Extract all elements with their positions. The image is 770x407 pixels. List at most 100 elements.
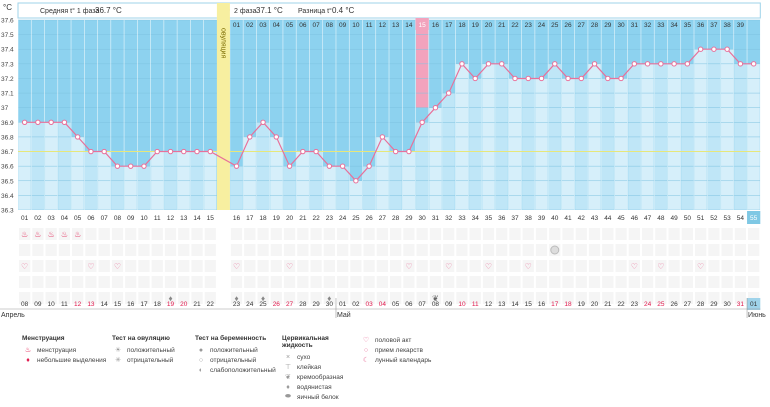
temp-column [707, 49, 721, 210]
symbol-cell [125, 292, 137, 304]
symbol-cell [734, 260, 747, 272]
symbol-cell [615, 276, 627, 288]
date-label: 30 [326, 301, 334, 308]
symbol-cell [734, 228, 747, 240]
y-tick-label: 36.5 [1, 178, 14, 185]
temp-column [429, 107, 442, 210]
temp-point [392, 148, 399, 155]
symbol-cell [111, 276, 124, 288]
symbol-cell [111, 244, 124, 256]
symbol-cell [283, 228, 296, 240]
symbol-cell [336, 292, 349, 304]
symbol-cell [125, 276, 137, 288]
bottom-day-label: 34 [472, 215, 480, 222]
top-day-label: 38 [724, 22, 732, 29]
symbol-cell [522, 260, 534, 272]
symbol-cell [32, 244, 44, 256]
symbol-cell [443, 244, 455, 256]
symbol-cell [535, 292, 548, 304]
symbol-cell [363, 260, 375, 272]
date-label: 27 [684, 301, 692, 308]
date-label: 02 [352, 301, 360, 308]
bottom-day-label: 18 [259, 215, 267, 222]
date-label: 26 [670, 301, 678, 308]
symbol-cell [708, 260, 720, 272]
symbol-cell [204, 228, 216, 240]
date-label: 09 [445, 301, 453, 308]
symbol-cell [204, 292, 216, 304]
top-day-label: 27 [578, 22, 586, 29]
date-label: 17 [140, 301, 148, 308]
temp-point [181, 148, 187, 155]
bottom-day-label: 42 [578, 215, 586, 222]
y-tick-label: 36.4 [1, 193, 14, 200]
symbol-cell [628, 260, 640, 272]
temp-point [724, 46, 730, 52]
date-label: 19 [167, 301, 175, 308]
symbol-cell [151, 292, 163, 304]
top-day-label: 16 [432, 22, 440, 29]
symbol-cell [164, 276, 177, 288]
top-day-label: 01 [233, 22, 241, 29]
symbol-cell [45, 276, 57, 288]
bottom-day-label: 04 [61, 215, 69, 222]
top-day-label: 33 [657, 22, 665, 29]
bottom-day-label: 47 [644, 215, 652, 222]
legend-item-label: положительный [210, 346, 258, 354]
temp-point [101, 148, 107, 155]
symbol-cell [58, 276, 71, 288]
bottom-day-label: 20 [286, 215, 294, 222]
symbol-cell [270, 260, 282, 272]
bottom-day-label: 54 [737, 215, 745, 222]
bottom-day-label: 55 [750, 215, 758, 222]
temp-point [512, 75, 518, 82]
symbol-cell [416, 228, 428, 240]
temp-point [260, 119, 266, 126]
symbol-cell [270, 244, 282, 256]
heart-icon: ♡ [631, 262, 638, 271]
symbol-cell [403, 260, 415, 272]
top-day-label: 30 [617, 22, 625, 29]
date-label: 19 [578, 301, 586, 308]
heart-icon: ♡ [445, 262, 452, 271]
symbol-cell [708, 276, 720, 288]
date-label: 16 [538, 301, 546, 308]
symbol-cell [496, 228, 508, 240]
symbol-cell [151, 244, 163, 256]
phase2-value: 37.1 °C [256, 6, 283, 15]
heart-icon: ♡ [697, 262, 704, 271]
symbol-cell [19, 292, 31, 304]
symbol-cell [416, 244, 428, 256]
symbol-cell [32, 260, 44, 272]
disc-yellow-icon: ● [198, 346, 204, 354]
y-tick-label: 37.1 [1, 91, 14, 98]
water-icon: ♦ [261, 294, 265, 303]
symbol-cell [509, 292, 521, 304]
symbol-cell [695, 292, 707, 304]
date-label: 14 [511, 301, 519, 308]
temp-column [363, 166, 376, 210]
bottom-day-label: 21 [299, 215, 307, 222]
symbol-cell [138, 292, 150, 304]
top-day-label: 14 [405, 22, 413, 29]
temp-point [273, 134, 280, 140]
symbol-cell [363, 228, 375, 240]
symbol-cell [283, 260, 296, 272]
symbol-cell [562, 228, 574, 240]
symbol-cell [164, 228, 177, 240]
date-label: 20 [591, 301, 599, 308]
highlight-bottom-day [747, 211, 761, 224]
legend-item: ✳ отрицательный [112, 355, 175, 365]
date-label: 20 [180, 301, 188, 308]
bottom-day-label: 48 [657, 215, 665, 222]
symbol-cell [125, 228, 137, 240]
symbol-cell [350, 260, 362, 272]
ovulation-column [216, 3, 230, 210]
temp-point [591, 61, 598, 67]
symbol-cell [522, 228, 534, 240]
bottom-day-label: 13 [180, 215, 188, 222]
symbol-cell [19, 228, 31, 240]
legend-group-title: Тест на овуляцию [112, 335, 170, 342]
phase1-label: Средняя t° 1 фаза [40, 7, 99, 15]
date-label: 24 [644, 301, 652, 308]
